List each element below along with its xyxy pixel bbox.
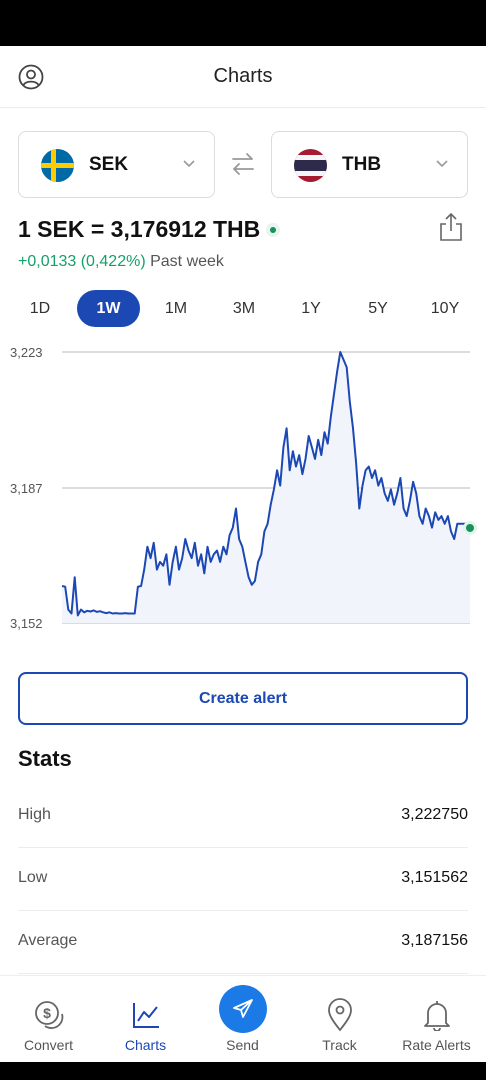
profile-icon[interactable] xyxy=(18,64,44,90)
nav-label: Send xyxy=(226,1037,259,1053)
to-currency-code: THB xyxy=(342,154,382,175)
range-tab-10y[interactable]: 10Y xyxy=(430,299,460,317)
sweden-flag-icon xyxy=(41,149,74,182)
rate-line-area xyxy=(62,352,470,623)
range-tab-1w[interactable]: 1W xyxy=(77,290,140,327)
nav-item-convert[interactable]: $ Convert xyxy=(0,976,97,1063)
location-pin-icon xyxy=(323,998,357,1032)
bell-icon xyxy=(420,998,454,1032)
nav-item-rate-alerts[interactable]: Rate Alerts xyxy=(388,976,485,1063)
rate-change: +0,0133 (0,422%) Past week xyxy=(18,253,224,271)
coins-icon: $ xyxy=(32,998,66,1032)
app-header: Charts xyxy=(0,46,486,108)
rate-chart[interactable]: 3,223 3,187 3,152 xyxy=(0,340,486,640)
range-tab-1m[interactable]: 1M xyxy=(164,299,188,317)
y-tick-label: 3,187 xyxy=(10,481,43,496)
nav-item-charts[interactable]: Charts xyxy=(97,976,194,1063)
exchange-rate: 1 SEK = 3,176912 THB xyxy=(18,216,261,242)
swap-icon[interactable] xyxy=(229,150,257,178)
range-tab-1d[interactable]: 1D xyxy=(29,299,51,317)
to-currency-select[interactable]: THB xyxy=(271,131,468,198)
stat-row-average: Average 3,187156 xyxy=(18,911,468,974)
thailand-flag-icon xyxy=(294,149,327,182)
y-tick-label: 3,152 xyxy=(10,616,43,631)
from-currency-select[interactable]: SEK xyxy=(18,131,215,198)
chevron-down-icon xyxy=(436,160,448,168)
stat-value: 3,151562 xyxy=(401,869,468,886)
live-status-dot xyxy=(266,223,280,237)
status-bar xyxy=(0,0,486,46)
range-tab-3m[interactable]: 3M xyxy=(232,299,256,317)
range-tab-5y[interactable]: 5Y xyxy=(368,299,388,317)
range-tabs: 1D 1W 1M 3M 1Y 5Y 10Y xyxy=(0,290,486,328)
chart-icon xyxy=(129,998,163,1032)
bottom-nav: $ Convert Charts Send Track xyxy=(0,975,486,1062)
page-title: Charts xyxy=(213,65,273,87)
stat-value: 3,187156 xyxy=(401,932,468,949)
svg-text:$: $ xyxy=(43,1005,51,1021)
nav-label: Charts xyxy=(124,1037,167,1053)
create-alert-button[interactable]: Create alert xyxy=(18,672,468,725)
rate-line-end-point xyxy=(466,523,474,532)
range-tab-1y[interactable]: 1Y xyxy=(301,299,321,317)
stat-label: High xyxy=(18,806,51,823)
share-icon[interactable] xyxy=(438,212,464,242)
stat-label: Average xyxy=(18,932,78,949)
nav-item-send[interactable]: Send xyxy=(194,976,291,1063)
from-currency-code: SEK xyxy=(89,154,129,175)
send-icon xyxy=(218,985,267,1033)
nav-label: Rate Alerts xyxy=(402,1037,471,1053)
rate-line-series xyxy=(61,351,471,617)
nav-label: Convert xyxy=(23,1037,74,1053)
rate-change-value: +0,0133 (0,422%) xyxy=(18,253,146,270)
system-nav-bar xyxy=(0,1062,486,1080)
stats-title: Stats xyxy=(18,746,72,771)
stat-value: 3,222750 xyxy=(401,806,468,823)
chevron-down-icon xyxy=(183,160,195,168)
stat-row-high: High 3,222750 xyxy=(18,785,468,848)
stat-label: Low xyxy=(18,869,48,886)
y-tick-label: 3,223 xyxy=(10,345,43,360)
nav-item-track[interactable]: Track xyxy=(291,976,388,1063)
rate-change-period: Past week xyxy=(150,253,224,270)
stat-row-low: Low 3,151562 xyxy=(18,848,468,911)
nav-label: Track xyxy=(322,1037,357,1053)
